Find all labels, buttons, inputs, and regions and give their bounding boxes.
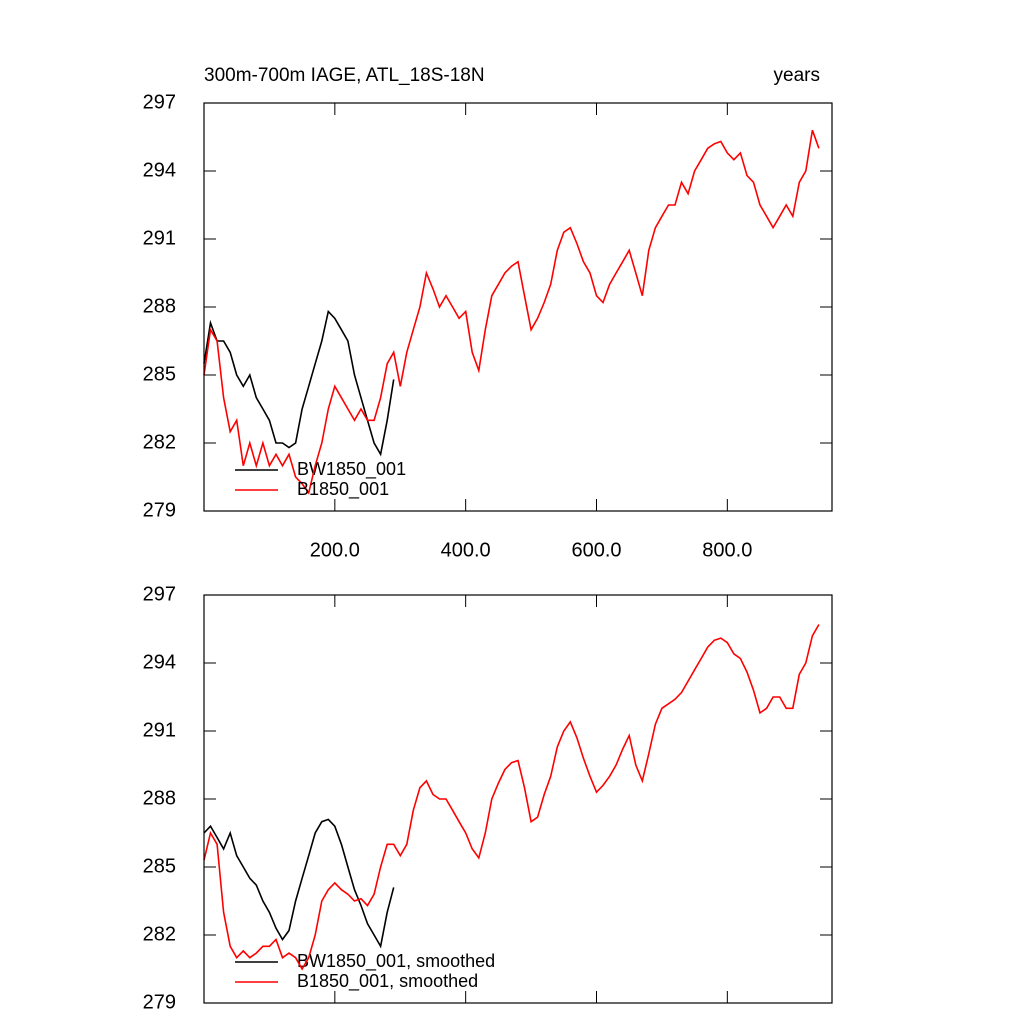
legend-label: B1850_001, smoothed [297, 971, 478, 992]
y-tick-label: 291 [143, 227, 176, 249]
x-tick-label: 800.0 [702, 539, 752, 561]
chart-title: 300m-700m IAGE, ATL_18S-18N [204, 65, 485, 86]
y-tick-label: 285 [143, 363, 176, 385]
series-line [203, 624, 820, 971]
plot-frame [203, 594, 833, 1004]
y-tick-label: 294 [143, 159, 176, 181]
series-line [203, 818, 395, 949]
x-tick-label: 600.0 [571, 539, 621, 561]
x-tick-label: 200.0 [310, 539, 360, 561]
legend-label: BW1850_001, smoothed [297, 951, 495, 972]
y-tick-label: 288 [143, 295, 176, 317]
y-tick-label: 297 [143, 583, 176, 605]
y-tick-label: 297 [143, 91, 176, 113]
y-tick-label: 282 [143, 923, 176, 945]
y-tick-label: 279 [143, 499, 176, 521]
y-tick-label: 288 [143, 787, 176, 809]
y-tick-label: 291 [143, 719, 176, 741]
y-tick-label: 294 [143, 651, 176, 673]
y-tick-label: 285 [143, 855, 176, 877]
series-line [203, 309, 395, 457]
y-tick-label: 282 [143, 431, 176, 453]
units-label: years [774, 65, 820, 86]
legend-label: BW1850_001 [297, 459, 406, 480]
x-tick-label: 400.0 [441, 539, 491, 561]
plot-frame [203, 102, 833, 512]
series-line [203, 129, 820, 495]
legend-label: B1850_001 [297, 479, 389, 500]
y-tick-label: 279 [143, 991, 176, 1013]
